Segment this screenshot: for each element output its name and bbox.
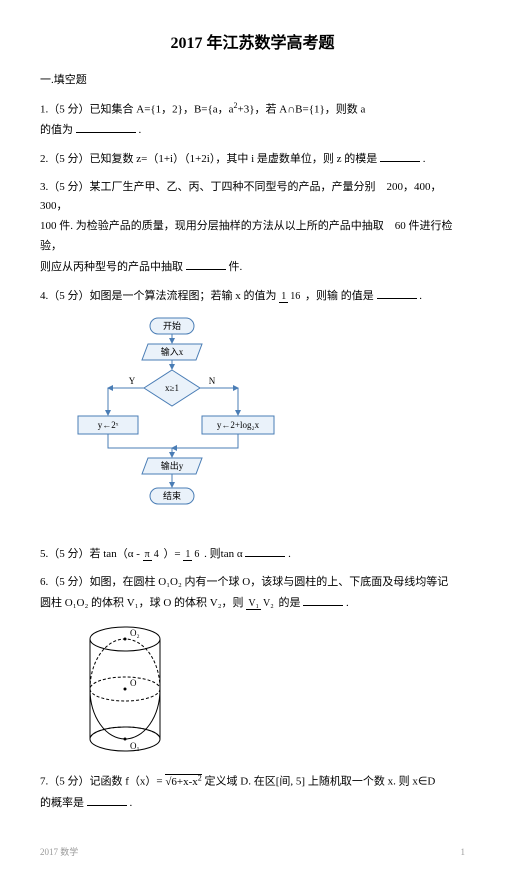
q1-mid: +3}，若 A∩B={1}，则数 a	[238, 103, 366, 115]
blank	[303, 593, 343, 606]
q5-post: . 则tan α	[204, 548, 242, 560]
q6-end: .	[346, 597, 349, 609]
cylinder-diagram: O₂ O O₁	[80, 624, 465, 762]
flowchart-svg: 开始 输入x x≥1 Y N y←2ˣ y←2+log₂x 输出y 结束	[70, 316, 280, 526]
footer-left: 2017 数学	[40, 844, 78, 860]
footer-page: 1	[461, 844, 466, 860]
cylinder-svg: O₂ O O₁	[80, 624, 170, 754]
question-7: 7.（5 分）记函数 f（x）= √6+x-x2 定义域 D. 在区[间, 5]…	[40, 771, 465, 813]
svg-text:x≥1: x≥1	[165, 383, 179, 393]
q2-end: .	[423, 153, 426, 165]
blank	[76, 120, 136, 133]
q1-post: 的值为	[40, 124, 73, 136]
q6-l2: 圆柱 O₁O₂ 的体积 V₁，球 O 的体积 V₂，则	[40, 597, 244, 609]
q1-end: .	[139, 124, 142, 136]
svg-text:输入x: 输入x	[161, 346, 184, 357]
q7-post: 的概率是	[40, 797, 84, 809]
sqrt-icon: √6+x-x2	[165, 774, 201, 788]
q3-l3: 则应从丙种型号的产品中抽取	[40, 261, 183, 273]
svg-text:O₂: O₂	[130, 628, 140, 638]
q4-end: .	[419, 290, 422, 302]
question-1: 1.（5 分）已知集合 A={1，2}，B={a，a2+3}，若 A∩B={1}…	[40, 99, 465, 141]
svg-text:N: N	[209, 376, 216, 386]
blank	[186, 257, 226, 270]
q3-l1: 3.（5 分）某工厂生产甲、乙、丙、丁四种不同型号的产品，产量分别	[40, 181, 376, 193]
svg-text:y←2ˣ: y←2ˣ	[98, 420, 119, 430]
fraction-icon: V₁V₂	[246, 598, 275, 609]
svg-text:开始: 开始	[163, 320, 181, 331]
blank	[87, 793, 127, 806]
q1-text: 1.（5 分）已知集合 A={1，2}，B={a，a	[40, 103, 234, 115]
q5-pre: 5.（5 分）若 tan（α -	[40, 548, 140, 560]
q5-end: .	[288, 548, 291, 560]
page-footer: 2017 数学 1	[40, 844, 465, 860]
fraction-icon: 16	[183, 549, 201, 560]
q7-pre: 7.（5 分）记函数 f（x）=	[40, 776, 163, 788]
blank	[380, 149, 420, 162]
q3-end: 件.	[229, 261, 243, 273]
section-header: 一.填空题	[40, 71, 465, 91]
question-2: 2.（5 分）已知复数 z=（1+i）（1+2i），其中 i 是虚数单位，则 z…	[40, 149, 465, 170]
flowchart-diagram: 开始 输入x x≥1 Y N y←2ˣ y←2+log₂x 输出y 结束	[70, 316, 465, 534]
q5-mid: ）=	[163, 548, 180, 560]
svg-text:Y: Y	[129, 376, 136, 386]
fraction-icon: 116	[279, 291, 302, 302]
fraction-icon: π4	[143, 549, 161, 560]
q7-end: .	[130, 797, 133, 809]
q2-text: 2.（5 分）已知复数 z=（1+i）（1+2i），其中 i 是虚数单位，则 z…	[40, 153, 377, 165]
svg-text:结束: 结束	[163, 490, 181, 501]
svg-text:O₁: O₁	[130, 741, 140, 751]
question-6: 6.（5 分）如图，在圆柱 O₁O₂ 内有一个球 O，该球与圆柱的上、下底面及母…	[40, 573, 465, 614]
question-4: 4.（5 分）如图是一个算法流程图；若输 x 的值为 116 ，则输 的值是 .	[40, 286, 465, 307]
svg-text:输出y: 输出y	[161, 460, 184, 471]
q7-mid: 定义域 D. 在区[间, 5] 上随机取一个数 x. 则 x∈D	[205, 776, 436, 788]
svg-text:y←2+log₂x: y←2+log₂x	[217, 420, 260, 430]
blank	[377, 286, 417, 299]
q6-l1: 6.（5 分）如图，在圆柱 O₁O₂ 内有一个球 O，该球与圆柱的上、下底面及母…	[40, 576, 448, 588]
q4-mid: ，则输 的值是	[305, 290, 374, 302]
blank	[245, 544, 285, 557]
q6-mid: 的是	[279, 597, 301, 609]
q4-text: 4.（5 分）如图是一个算法流程图；若输 x 的值为	[40, 290, 277, 302]
svg-text:O: O	[130, 678, 137, 688]
page-title: 2017 年江苏数学高考题	[40, 30, 465, 59]
q3-l2: 100 件. 为检验产品的质量，现用分层抽样的方法从以上所的产品中抽取	[40, 220, 384, 232]
question-3: 3.（5 分）某工厂生产甲、乙、丙、丁四种不同型号的产品，产量分别 200，40…	[40, 178, 465, 278]
question-5: 5.（5 分）若 tan（α - π4 ）= 16 . 则tan α .	[40, 544, 465, 565]
